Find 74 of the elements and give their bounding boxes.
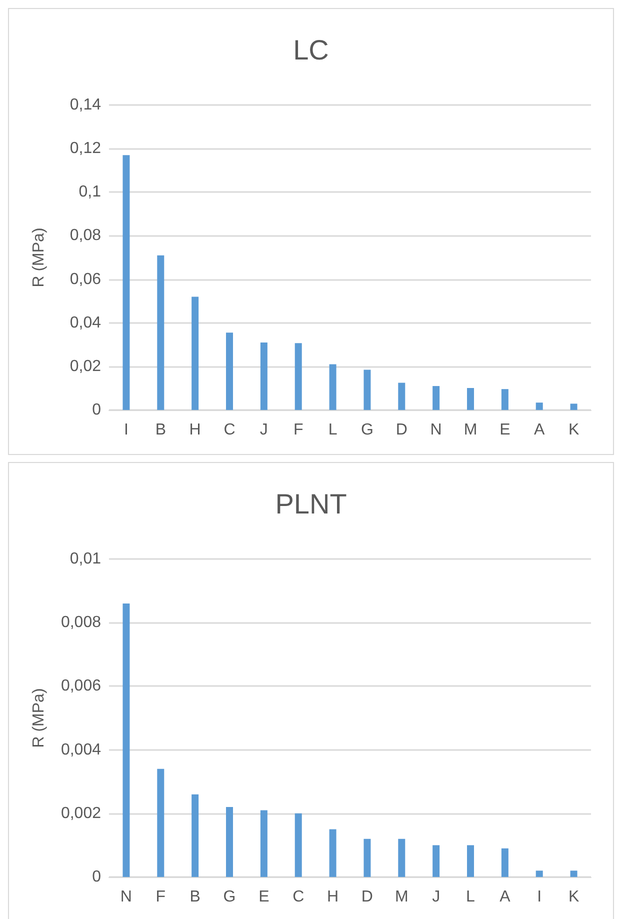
bar xyxy=(570,404,578,410)
x-tick-label: B xyxy=(190,888,200,906)
y-tick-label: 0,06 xyxy=(70,270,102,288)
y-tick-label: 0,14 xyxy=(70,96,102,114)
bar xyxy=(226,807,233,877)
x-tick-label: A xyxy=(500,888,511,906)
chart-title: PLNT xyxy=(275,488,347,520)
x-tick-label: I xyxy=(124,422,128,438)
x-tick-label: C xyxy=(292,888,304,906)
bar xyxy=(260,810,268,877)
bar xyxy=(364,838,371,877)
x-tick-label: M xyxy=(464,422,478,438)
bar xyxy=(192,794,199,877)
y-tick-label: 0,002 xyxy=(60,804,102,822)
x-tick-label: G xyxy=(223,888,236,906)
bar xyxy=(294,343,302,410)
bar xyxy=(226,332,233,410)
x-tick-label: K xyxy=(568,888,580,906)
y-tick-label: 0 xyxy=(92,402,102,418)
bar xyxy=(122,604,130,877)
bar xyxy=(192,296,199,410)
bar xyxy=(432,386,440,410)
bar xyxy=(157,768,164,877)
y-tick-label: 0,008 xyxy=(60,614,102,632)
bar xyxy=(501,848,508,877)
x-tick-label: I xyxy=(537,888,542,906)
x-tick-label: D xyxy=(396,422,408,438)
chart-title: LC xyxy=(293,34,329,66)
x-tick-label: D xyxy=(361,888,373,906)
x-tick-label: N xyxy=(430,422,442,438)
bar xyxy=(329,364,336,410)
x-tick-label: F xyxy=(293,422,304,438)
x-tick-label: H xyxy=(327,888,339,906)
x-tick-label: C xyxy=(224,422,236,438)
x-tick-label: J xyxy=(432,888,440,906)
x-tick-label: L xyxy=(328,422,338,438)
x-tick-label: E xyxy=(258,888,270,906)
x-tick-label: J xyxy=(260,422,268,438)
x-tick-label: A xyxy=(534,422,546,438)
x-tick-label: H xyxy=(189,422,201,438)
x-tick-label: G xyxy=(360,422,374,438)
y-tick-label: 0,04 xyxy=(70,314,102,332)
x-tick-label: L xyxy=(466,888,476,906)
bar xyxy=(398,838,406,877)
bar xyxy=(122,155,130,410)
y-tick-label: 0,1 xyxy=(78,184,102,201)
y-tick-label: 0,12 xyxy=(70,140,102,158)
bar xyxy=(294,813,302,877)
y-tick-label: 0,006 xyxy=(60,678,102,695)
bar xyxy=(157,255,164,410)
y-tick-label: 0,08 xyxy=(70,227,102,244)
bar xyxy=(536,870,543,877)
y-tick-label: 0 xyxy=(92,868,102,886)
bar xyxy=(260,342,268,410)
x-tick-label: N xyxy=(120,888,132,906)
y-tick-label: 0,02 xyxy=(70,358,102,375)
bar xyxy=(536,402,543,410)
x-tick-label: E xyxy=(500,422,510,438)
bar xyxy=(467,845,474,877)
y-tick-label: 0,01 xyxy=(70,550,102,568)
bar xyxy=(432,845,440,877)
x-tick-label: B xyxy=(155,422,166,438)
x-tick-label: K xyxy=(568,422,580,438)
bar xyxy=(398,382,406,410)
bar xyxy=(329,829,336,877)
x-tick-label: F xyxy=(156,888,166,906)
y-axis-title: R (MPa) xyxy=(30,688,48,748)
bar xyxy=(364,370,371,410)
bar xyxy=(570,870,578,877)
bar xyxy=(467,388,474,410)
bar xyxy=(501,389,508,410)
y-axis-title: R (MPa) xyxy=(30,228,48,288)
x-tick-label: M xyxy=(394,888,408,906)
y-tick-label: 0,004 xyxy=(60,741,102,758)
